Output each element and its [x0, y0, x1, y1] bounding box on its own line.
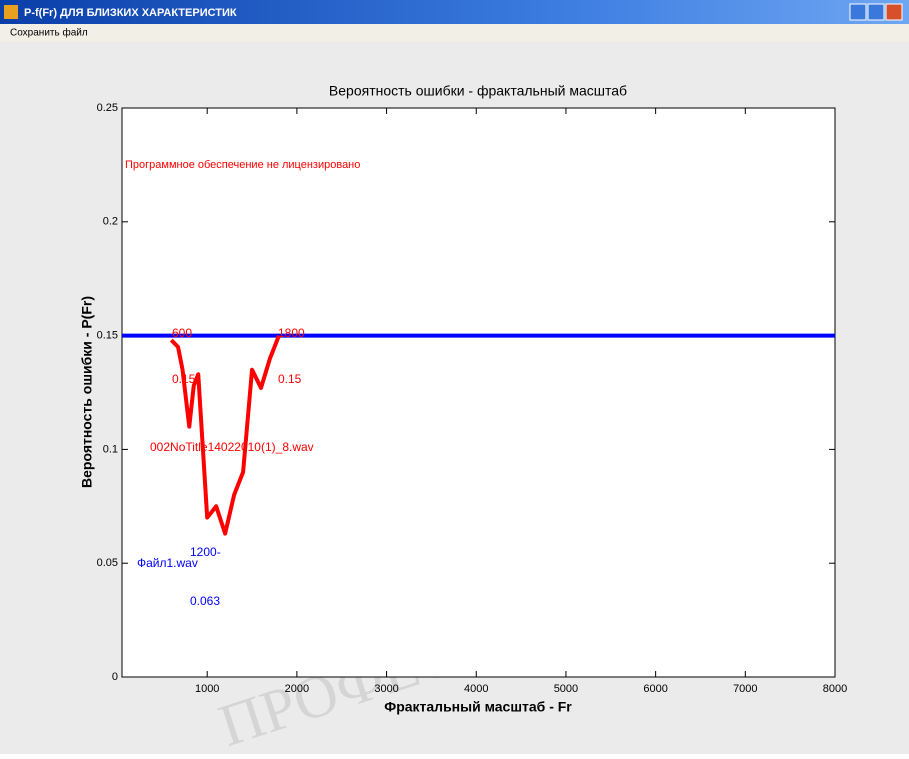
title-bar	[0, 0, 909, 24]
x-tick-label: 1000	[195, 683, 219, 695]
menu-bar	[0, 24, 909, 42]
minimize-button[interactable]	[849, 3, 867, 21]
x-tick-label: 6000	[643, 683, 667, 695]
chart-title: Вероятность ошибки - фрактальный масштаб	[329, 83, 627, 99]
y-tick-label: 0.1	[103, 443, 118, 455]
y-tick-label: 0.05	[97, 557, 118, 569]
annotation: Программное обеспечение не лицензировано	[125, 159, 360, 171]
close-button[interactable]	[885, 3, 903, 21]
x-tick-label: 5000	[554, 683, 578, 695]
x-tick-label: 7000	[733, 683, 757, 695]
y-tick-label: 0.25	[97, 102, 118, 114]
annotation: 600	[172, 326, 192, 340]
series-line	[169, 334, 281, 536]
app-icon	[4, 5, 18, 19]
annotation: 1800	[278, 326, 305, 340]
annotation: 0.15	[278, 372, 302, 386]
maximize-button[interactable]	[867, 3, 885, 21]
series-label: Файл1.wav	[137, 556, 198, 570]
window-title: P-f(Fr) ДЛЯ БЛИЗКИХ ХАРАКТЕРИСТИК	[24, 7, 237, 19]
x-tick-label: 4000	[464, 683, 488, 695]
x-tick-label: 3000	[374, 683, 398, 695]
series-label: 002NoTitle14022010(1)_8.wav	[150, 440, 314, 454]
y-tick-label: 0	[112, 671, 118, 683]
x-tick-label: 8000	[823, 683, 847, 695]
annotation: 1200-	[190, 545, 221, 559]
annotation: 0.15	[172, 372, 196, 386]
y-axis-label: Вероятность ошибки - P(Fr)	[79, 296, 95, 488]
x-axis-label: Фрактальный масштаб - Fr	[384, 699, 572, 715]
y-tick-label: 0.2	[103, 216, 118, 228]
x-tick-label: 2000	[285, 683, 309, 695]
menu-item[interactable]: Сохранить файл	[10, 27, 88, 39]
annotation: 0.063	[190, 594, 220, 608]
y-tick-label: 0.15	[97, 330, 118, 342]
plot-area	[121, 107, 836, 678]
